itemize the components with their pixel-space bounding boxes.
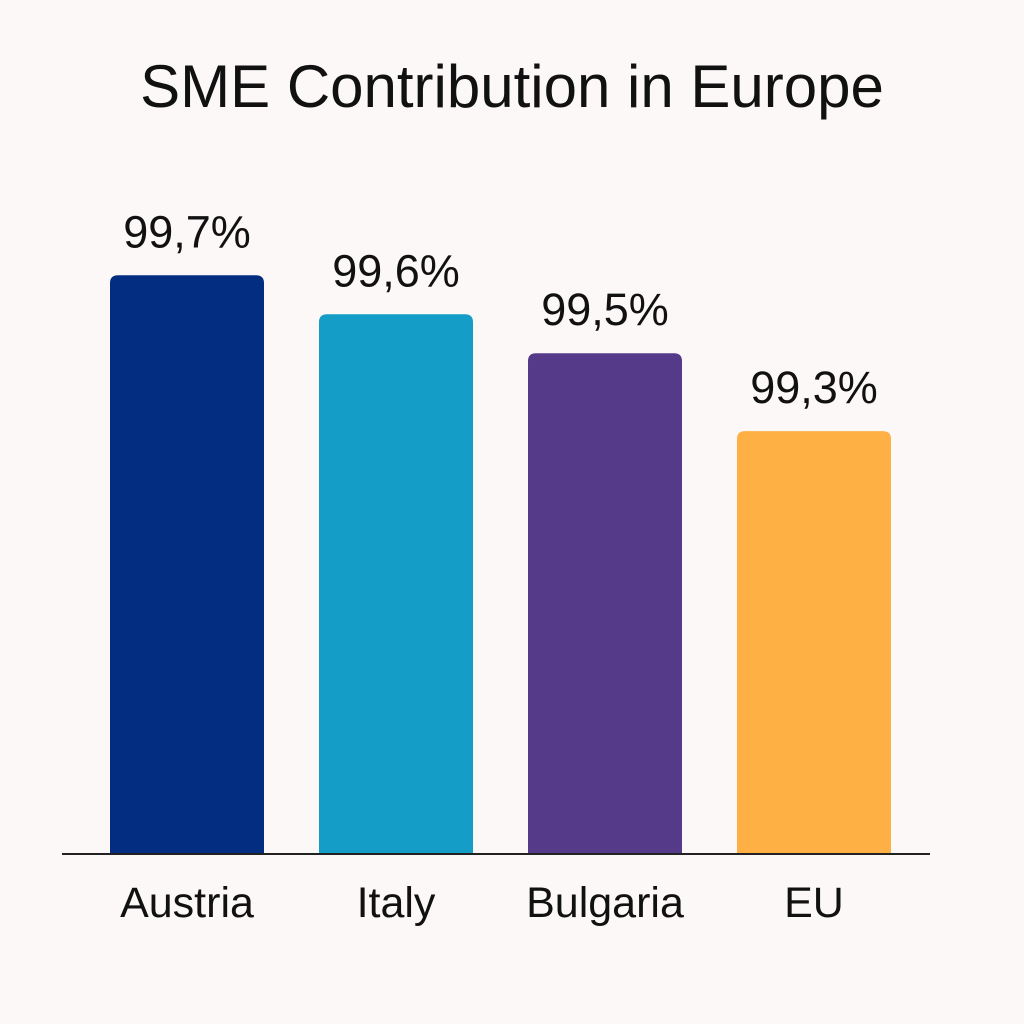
- category-label-bulgaria: Bulgaria: [526, 879, 684, 927]
- bar-bulgaria: [528, 353, 682, 854]
- bar-eu: [737, 431, 891, 854]
- value-label-bulgaria: 99,5%: [541, 284, 669, 335]
- value-label-italy: 99,6%: [332, 245, 460, 296]
- bars-group: [110, 275, 891, 854]
- category-label-italy: Italy: [357, 879, 436, 927]
- chart-title: SME Contribution in Europe: [140, 53, 884, 120]
- value-label-austria: 99,7%: [123, 206, 251, 257]
- category-labels-group: Austria Italy Bulgaria EU: [120, 879, 844, 927]
- bar-austria: [110, 275, 264, 854]
- value-label-eu: 99,3%: [750, 362, 878, 413]
- value-labels-group: 99,7% 99,6% 99,5% 99,3%: [123, 206, 878, 413]
- category-label-austria: Austria: [120, 879, 254, 927]
- bar-italy: [319, 314, 473, 854]
- category-label-eu: EU: [784, 879, 844, 927]
